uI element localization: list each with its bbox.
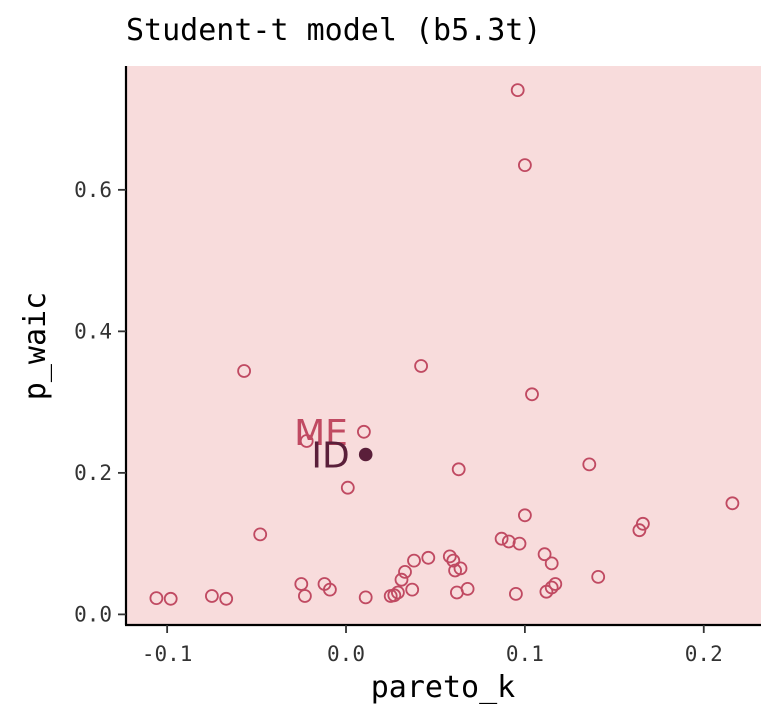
x-axis-title: pareto_k — [371, 670, 516, 705]
y-tick-label: 0.2 — [74, 461, 112, 485]
data-point-4 — [525, 387, 539, 402]
x-tick-label: -0.1 — [142, 642, 193, 666]
data-point-20 — [407, 553, 421, 568]
data-point-39 — [509, 587, 523, 601]
point-label-id: ID — [311, 436, 349, 477]
data-point-3 — [414, 359, 429, 373]
data-point-34 — [383, 589, 398, 603]
x-tick-label: 0.1 — [506, 642, 544, 666]
data-point-19 — [544, 556, 559, 571]
data-point-31 — [405, 582, 420, 597]
data-point-28 — [294, 577, 309, 591]
data-point-26 — [398, 565, 412, 579]
data-point-25 — [453, 561, 468, 576]
x-axis-ticks: -0.1 0.0 0.1 0.2 — [142, 625, 723, 666]
data-point-44 — [149, 591, 164, 605]
data-point-35 — [358, 590, 373, 605]
data-point-46 — [204, 589, 219, 603]
data-point-32 — [390, 585, 405, 600]
data-point-47 — [219, 591, 234, 606]
data-point-0 — [510, 83, 525, 97]
highlighted-point — [358, 447, 373, 462]
data-point-30 — [322, 582, 337, 597]
y-tick-label: 0.6 — [74, 178, 112, 202]
data-point-36 — [297, 589, 312, 603]
data-point-23 — [446, 553, 461, 568]
data-point-45 — [163, 591, 178, 606]
point-label-me: ME — [294, 413, 348, 454]
y-axis-title: p_waic — [18, 292, 53, 400]
data-point-5 — [356, 424, 371, 439]
points-layer — [149, 83, 740, 606]
y-axis-ticks: 0.0 0.2 0.4 0.6 — [74, 178, 126, 626]
plot-panel — [126, 66, 761, 625]
data-point-6 — [299, 434, 314, 448]
y-tick-label: 0.0 — [74, 602, 112, 626]
data-point-21 — [421, 550, 436, 565]
chart-title: Student-t model (b5.3t) — [126, 13, 541, 48]
x-tick-label: 0.2 — [685, 642, 723, 666]
data-point-14 — [632, 523, 647, 538]
data-point-22 — [442, 549, 457, 564]
y-tick-label: 0.4 — [74, 319, 112, 343]
data-point-2 — [237, 364, 252, 378]
data-point-15 — [494, 531, 509, 546]
data-point-12 — [725, 496, 740, 511]
data-point-42 — [548, 577, 563, 591]
data-point-11 — [518, 508, 532, 523]
data-point-43 — [591, 570, 606, 584]
data-point-41 — [544, 580, 559, 595]
x-tick-label: 0.0 — [327, 642, 365, 666]
data-point-38 — [460, 582, 475, 596]
data-point-10 — [253, 527, 268, 542]
data-point-8 — [582, 457, 597, 472]
data-point-9 — [340, 480, 355, 495]
data-point-17 — [512, 536, 527, 551]
data-point-7 — [451, 462, 466, 477]
data-point-18 — [537, 547, 552, 562]
data-point-1 — [518, 158, 532, 173]
data-point-27 — [394, 572, 409, 587]
